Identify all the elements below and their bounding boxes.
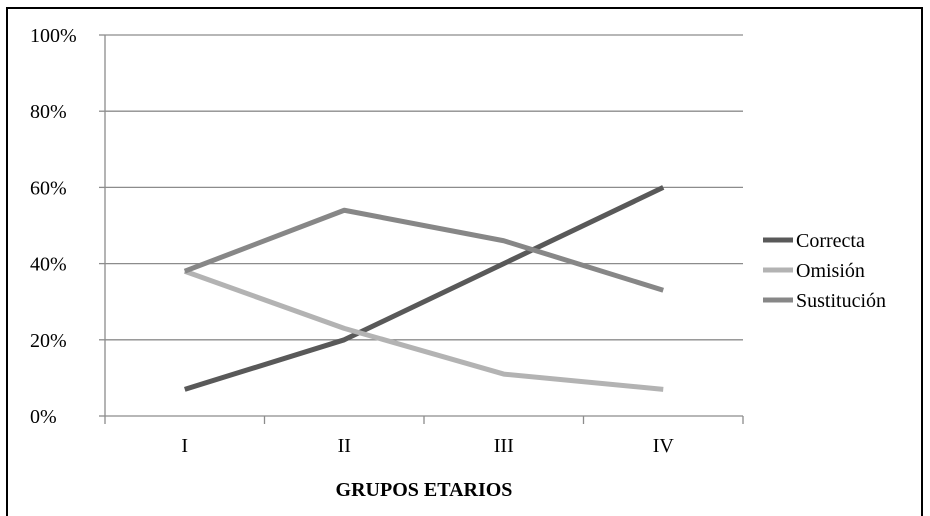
series-line-omisión xyxy=(183,268,664,392)
x-tick-label: I xyxy=(181,435,188,457)
legend-label: Sustitución xyxy=(796,290,886,312)
y-axis-tick-labels: 0% 20% 40% 60% 80% 100% xyxy=(30,25,77,428)
chart-frame xyxy=(6,7,923,516)
x-tick-label: II xyxy=(338,435,351,457)
y-tick-label: 80% xyxy=(30,101,67,123)
series-line-sustitución xyxy=(183,207,664,293)
y-tick-label: 0% xyxy=(30,406,57,428)
series-lines xyxy=(183,185,665,392)
x-tick-label: IV xyxy=(653,435,675,457)
series-line-correcta xyxy=(184,185,665,392)
y-tick-label: 60% xyxy=(30,177,67,199)
y-tick-label: 20% xyxy=(30,330,67,352)
legend-label: Correcta xyxy=(796,230,865,252)
y-tick-label: 100% xyxy=(30,25,77,47)
x-tick-label: III xyxy=(494,435,514,457)
y-tick-label: 40% xyxy=(30,254,67,276)
legend: Correcta Omisión Sustitución xyxy=(763,230,886,312)
legend-label: Omisión xyxy=(796,260,865,282)
x-axis: I II III IV xyxy=(104,35,744,457)
x-axis-title: GRUPOS ETARIOS xyxy=(336,479,513,501)
